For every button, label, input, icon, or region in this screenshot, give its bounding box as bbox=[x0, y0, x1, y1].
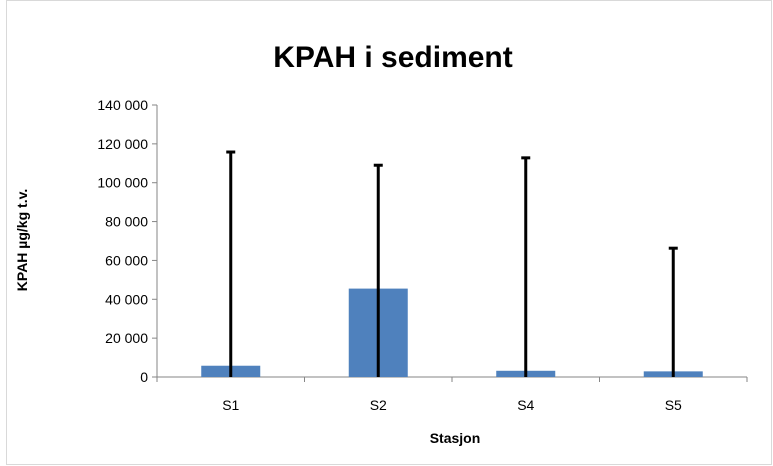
y-tick-label: 0 bbox=[140, 369, 148, 385]
x-axis-label: Stasjon bbox=[430, 430, 481, 446]
x-tick-label: S5 bbox=[665, 397, 682, 413]
y-tick-label: 100 000 bbox=[97, 175, 148, 191]
x-axis: S1 S2 S4 S5 bbox=[156, 376, 748, 413]
y-axis-label: KPAH µg/kg t.v. bbox=[14, 189, 30, 291]
y-tick-label: 80 000 bbox=[105, 214, 148, 230]
y-axis: 0 20 000 40 000 60 000 80 000 100 000 120 000 1… bbox=[97, 97, 158, 385]
x-tick-label: S4 bbox=[517, 397, 534, 413]
chart-title: KPAH i sediment bbox=[273, 41, 513, 74]
y-tick-label: 60 000 bbox=[105, 252, 148, 268]
bars bbox=[201, 288, 703, 377]
error-bars bbox=[226, 150, 678, 377]
y-tick-label: 120 000 bbox=[97, 136, 148, 152]
y-tick-label: 40 000 bbox=[105, 291, 148, 307]
y-tick-label: 140 000 bbox=[97, 97, 148, 113]
y-tick-label: 20 000 bbox=[105, 330, 148, 346]
chart-frame bbox=[6, 0, 772, 465]
x-tick-label: S2 bbox=[370, 397, 387, 413]
x-tick-label: S1 bbox=[222, 397, 239, 413]
